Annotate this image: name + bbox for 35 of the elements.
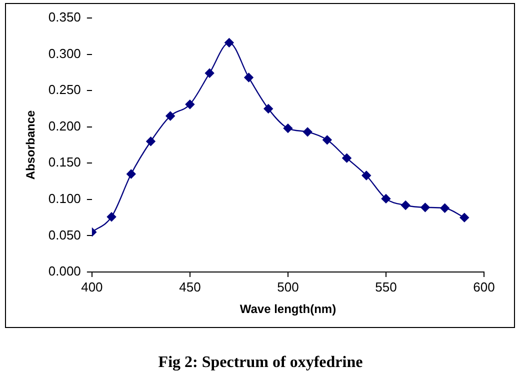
y-tick-label: 0.000 <box>48 264 81 279</box>
point <box>224 38 234 48</box>
y-tick-label: 0.200 <box>48 118 81 134</box>
y-tick-label: 0.100 <box>48 191 81 206</box>
point <box>460 212 469 222</box>
point <box>400 200 410 210</box>
point <box>126 169 136 179</box>
x-tick-label: 450 <box>179 279 201 294</box>
x-tick-label: 400 <box>81 279 103 294</box>
point <box>185 100 195 109</box>
x-tick-label: 600 <box>473 279 495 294</box>
point <box>264 104 273 114</box>
point <box>283 124 293 133</box>
y-tick-label: 0.350 <box>48 10 81 25</box>
y-tick-label: 0.300 <box>48 46 81 61</box>
point <box>381 194 391 204</box>
point <box>146 136 156 146</box>
point <box>420 202 430 212</box>
point <box>362 170 371 180</box>
point <box>106 212 116 222</box>
y-tick-label: 0.150 <box>48 154 81 170</box>
point <box>302 127 312 137</box>
y-axis-title: Absorbance <box>24 110 38 180</box>
x-tick-label: 500 <box>277 279 299 294</box>
x-tick-label: 550 <box>375 279 397 294</box>
point <box>342 153 352 163</box>
point <box>322 135 332 145</box>
point <box>166 111 175 121</box>
point <box>244 72 254 82</box>
y-tick-label: 0.050 <box>48 227 81 242</box>
point <box>204 68 214 78</box>
x-axis-title: Wave length(nm) <box>240 302 336 316</box>
y-tick-label: 0.250 <box>48 82 81 98</box>
text: Fig 2: Spectrum of oxyfedrine <box>157 354 364 372</box>
point <box>440 204 450 213</box>
